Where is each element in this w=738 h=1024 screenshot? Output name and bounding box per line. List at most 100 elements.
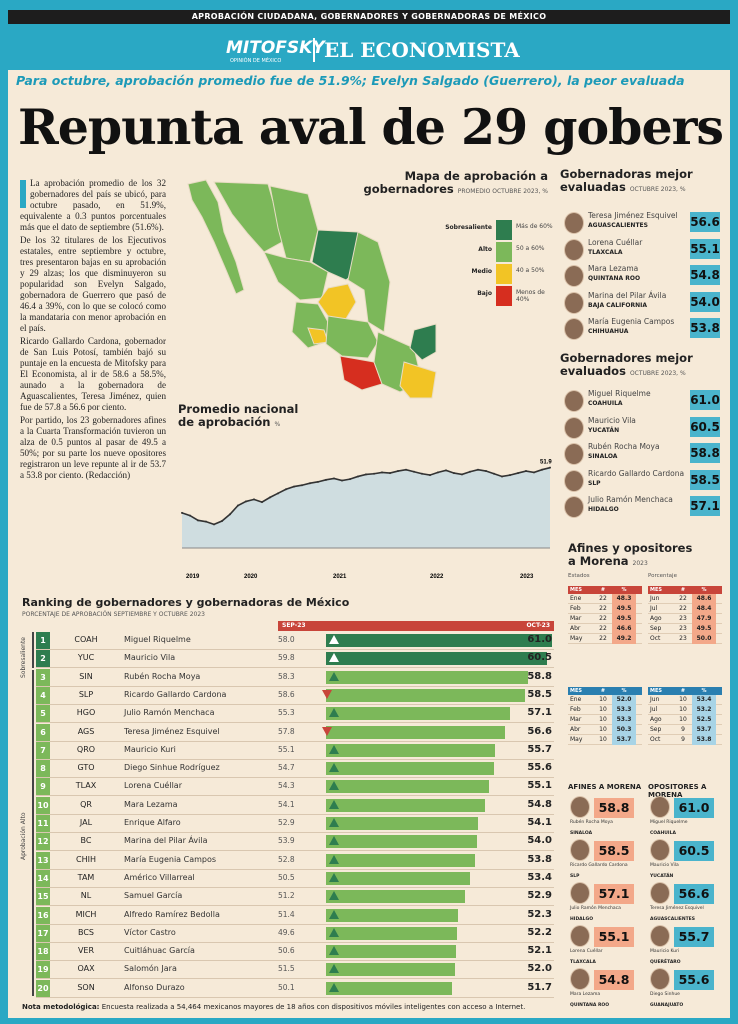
data-point [341,479,343,482]
oct-bar [326,926,458,940]
governor-state: AGUASCALIENTES [588,222,648,229]
governor-name: Marina del Pilar Ávila [124,836,208,846]
rank-number: 10 [36,796,50,814]
month-cell: May [570,736,583,743]
governor-name: María Eugenia Campos [124,854,217,864]
count-cell: 10 [679,706,687,713]
rank-number: 11 [36,815,50,832]
up-arrow-icon [329,927,339,937]
mini-table-header: MES #% [568,586,642,594]
data-point [245,500,247,503]
sep-value: 52.8 [278,854,295,864]
data-point [421,472,423,475]
rank-number: 19 [36,961,50,979]
header-cell: # [600,587,606,593]
paragraph: La aprobación promedio de los 32 goberna… [20,178,166,232]
state-code: COAH [74,635,98,644]
sep-value: 58.0 [278,635,295,644]
governor-state: SLP [570,874,580,879]
sep-value: 50.6 [278,946,295,956]
ranking-row: 14 TAM Américo Villarreal 50.5 53.4 [36,869,554,888]
legend-swatch [496,220,512,240]
governor-name: Mauricio Kuri [650,949,680,954]
sobresaliente-label: Sobresaliente [20,637,27,678]
avatar [564,390,584,412]
up-arrow-icon [329,708,339,718]
mitofsky-logo: MITOFSKY [226,38,325,58]
ranking-row: 4 SLP Ricardo Gallardo Cardona 58.6 58.5 [36,686,554,705]
header-cell: MES [650,688,662,694]
count-cell: 22 [679,595,687,602]
governor-name: Américo Villarreal [124,872,195,882]
approval-value: 58.8 [594,798,634,818]
governor-state: TLAXCALA [588,248,623,256]
pct-cell: 48.6 [692,594,716,604]
data-point [549,466,551,469]
mini-table-header: MES #% [648,687,722,695]
oct-bar [326,707,511,721]
data-point [461,473,463,476]
pair-item: 60.5 Mauricio Vila YUCATÁN [648,839,728,881]
state-code: HGO [76,708,96,718]
up-arrow-icon [329,653,339,663]
state-code: SON [77,982,95,992]
mini-table: MES #% Ene 10 52.0 Feb 10 53.3 Mar 10 53.3 Abr 10 50.… [568,687,642,745]
legend-item: Sobresaliente Más de 60% [438,220,553,240]
legend-item: Bajo Menos de 40% [438,286,553,306]
count-cell: 10 [599,706,607,713]
oct-bar [326,743,495,757]
mini-table-row: Abr 10 50.3 [568,725,642,735]
approval-value: 58.5 [690,469,720,490]
governor-name: Lorena Cuéllar [124,781,182,791]
up-arrow-icon [329,872,339,882]
state-code: TAM [77,872,95,882]
governor-name: Mara Lezama [570,992,601,997]
state-code: SIN [79,671,93,681]
governor-name: Mara Lezama [124,799,178,809]
mini-table-row: Feb 10 53.3 [568,705,642,715]
oct-value: 61.0 [527,634,552,645]
avatar [650,925,670,947]
oct-value: 52.1 [527,945,552,957]
ranking-header: SEP-23 OCT-23 [278,621,554,631]
state-code: CHIH [76,854,96,864]
governor-name: Rubén Rocha Moya [570,820,613,825]
month-cell: Abr [570,726,581,733]
state-code: BCS [77,927,94,937]
approval-value: 53.8 [690,318,720,338]
governor-name: Mauricio Vila [588,415,636,425]
ranking-row: 9 TLAX Lorena Cuéllar 54.3 55.1 [36,778,554,797]
sep-value: 59.8 [278,653,295,663]
rank-number: 6 [36,723,50,741]
approval-value: 57.1 [690,496,720,516]
pct-cell: 53.3 [612,705,636,715]
data-point [301,484,303,487]
approval-value: 60.5 [674,841,714,861]
promedio-chart: 2019 2020 2021 2022 2023 51.9 [181,460,552,580]
governor-name: Ricardo Gallardo Cardona [588,468,685,478]
up-arrow-icon [329,909,339,919]
month-cell: Feb [570,605,581,612]
governor-name: Alfonso Durazo [124,982,185,992]
oct-bar [326,670,529,684]
data-point [413,470,415,473]
governor-row: Ricardo Gallardo Cardona SLP 58.5 [560,468,724,494]
header-cell: MES [570,587,582,593]
sep-value: 58.6 [278,689,295,699]
legend-swatch [496,286,512,306]
count-cell: 10 [599,716,607,723]
pct-cell: 53.7 [692,725,716,735]
oct-value: 54.1 [527,817,552,828]
pair-item: 57.1 Julio Ramón Menchaca HIDALGO [568,882,648,924]
count-cell: 10 [679,696,687,703]
governor-row: Rubén Rocha Moya SINALOA 58.8 [560,441,724,467]
oct-value: 52.9 [527,890,552,902]
rank-number: 1 [36,632,50,649]
rank-number: 18 [36,943,50,961]
oct-bar [326,908,459,922]
governor-row: María Eugenia Campos CHIHUAHUA 53.8 [560,316,724,342]
avatar [564,238,584,261]
mini-table-row: Oct 23 50.0 [648,634,722,644]
economista-logo: EL ECONOMISTA [324,38,520,62]
governor-row: Teresa Jiménez Esquivel AGUASCALIENTES 56.… [560,210,724,236]
